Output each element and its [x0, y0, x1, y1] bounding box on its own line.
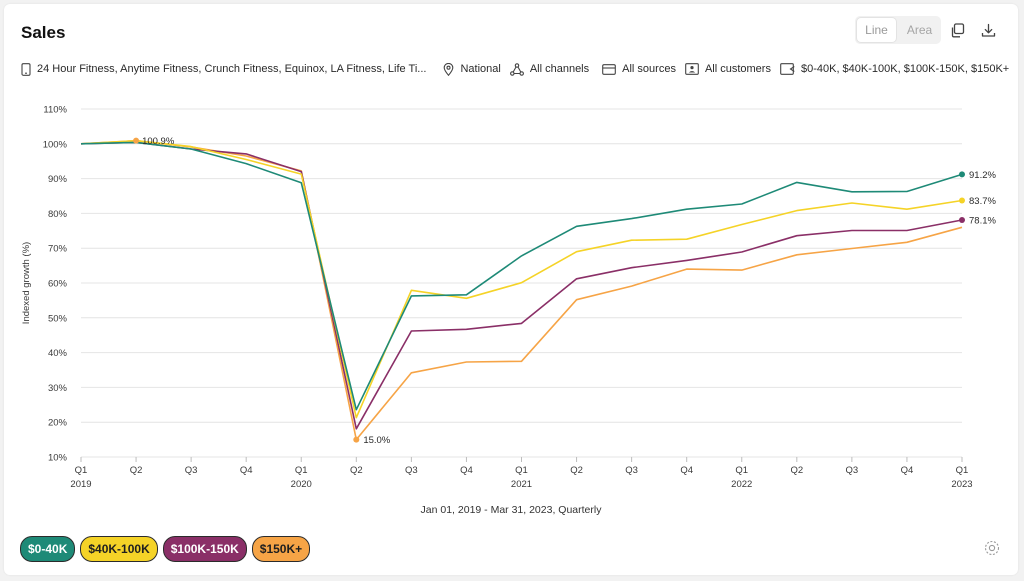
legend-chip[interactable]: $100K-150K	[162, 536, 247, 562]
x-tick-label: Q1	[735, 465, 748, 476]
loading-icon	[984, 540, 1000, 561]
y-tick-label: 60%	[48, 279, 68, 290]
income-filter-label: $0-40K, $40K-100K, $100K-150K, $150K+	[800, 63, 1010, 75]
channels-filter[interactable]: All channels	[509, 62, 590, 76]
geography-filter[interactable]: National	[443, 62, 501, 76]
legend-chip[interactable]: $0-40K	[20, 536, 76, 562]
x-year-label: 2022	[731, 479, 752, 490]
sales-line-chart: 10% 20% 30% 40% 50% 60% 70% 80% 90% 100% 110% Q1 201…	[21, 105, 996, 491]
customers-filter[interactable]: All customers	[685, 63, 771, 75]
legend-chip[interactable]: $40K-100K	[80, 536, 158, 562]
annotation-label: 100.9%	[142, 136, 175, 147]
series-line-3	[80, 141, 963, 430]
sources-filter-label: All sources	[622, 63, 676, 75]
y-tick-label: 30%	[48, 383, 68, 394]
y-tick-label: 100%	[43, 139, 68, 150]
x-year-label: 2023	[951, 479, 972, 490]
x-year-label: 2019	[70, 479, 91, 490]
x-tick-label: Q4	[680, 465, 693, 476]
x-tick-label: Q4	[240, 465, 253, 476]
y-tick-label: 110%	[43, 105, 67, 116]
page-title: Sales	[21, 23, 66, 42]
y-tick-label: 20%	[48, 418, 68, 429]
y-tick-label: 50%	[48, 313, 68, 324]
brand-filter-label: 24 Hour Fitness, Anytime Fitness, Crunch…	[37, 63, 427, 75]
y-tick-label: 80%	[48, 209, 68, 220]
location-pin-icon	[444, 62, 454, 76]
customer-icon	[685, 63, 699, 75]
phone-icon	[21, 62, 31, 76]
y-tick-label: 40%	[48, 348, 68, 359]
annotation-dot	[959, 197, 965, 204]
card-icon	[602, 63, 616, 75]
y-tick-label: 90%	[48, 174, 68, 185]
y-axis-label: Indexed growth (%)	[21, 242, 32, 324]
x-tick-label: Q3	[185, 465, 198, 476]
filter-bar: 24 Hour Fitness, Anytime Fitness, Crunch…	[21, 60, 1018, 78]
x-tick-label: Q1	[75, 465, 88, 476]
chart-type-toggle: Line Area	[855, 16, 941, 44]
annotation-dot	[959, 171, 965, 178]
series-line-2	[80, 139, 963, 419]
brand-filter[interactable]: 24 Hour Fitness, Anytime Fitness, Crunch…	[21, 62, 427, 76]
annotation-label: 83.7%	[969, 196, 996, 207]
copy-icon[interactable]	[948, 21, 966, 39]
income-filter[interactable]: $0-40K, $40K-100K, $100K-150K, $150K+	[780, 63, 1009, 75]
x-tick-label: Q2	[790, 465, 803, 476]
legend: $0-40K $40K-100K $100K-150K $150K+	[20, 536, 311, 562]
date-range-label: Jan 01, 2019 - Mar 31, 2023, Quarterly	[420, 504, 602, 516]
x-year-label: 2020	[291, 479, 312, 490]
x-tick-label: Q2	[350, 465, 363, 476]
sales-card: Sales Line Area 24 Hour Fitness, Anytime…	[4, 4, 1018, 575]
annotation-dot	[133, 137, 140, 144]
y-tick-label: 70%	[48, 244, 68, 255]
download-icon[interactable]	[979, 21, 997, 39]
x-tick-label: Q3	[405, 465, 418, 476]
x-tick-label: Q4	[901, 465, 914, 476]
x-tick-label: Q2	[570, 465, 583, 476]
x-tick-label: Q3	[625, 465, 638, 476]
x-tick-label: Q2	[130, 465, 143, 476]
x-tick-label: Q1	[515, 465, 528, 476]
channels-filter-label: All channels	[529, 63, 590, 75]
network-icon	[509, 62, 524, 76]
series-line-1	[80, 141, 963, 411]
y-tick-label: 10%	[48, 453, 68, 464]
annotation-dot	[353, 436, 360, 443]
x-tick-label: Q3	[846, 465, 859, 476]
annotation-label: 78.1%	[969, 216, 996, 227]
sources-filter[interactable]: All sources	[602, 63, 676, 75]
annotation-label: 15.0%	[363, 435, 390, 446]
series-line-4	[80, 139, 963, 441]
wallet-icon	[780, 63, 795, 75]
area-toggle-button[interactable]: Area	[906, 23, 933, 37]
x-tick-label: Q1	[295, 465, 308, 476]
x-year-label: 2021	[511, 479, 532, 490]
x-tick-label: Q1	[956, 465, 969, 476]
legend-chip[interactable]: $150K+	[251, 536, 311, 562]
x-tick-label: Q4	[460, 465, 473, 476]
line-toggle-button[interactable]: Line	[857, 18, 896, 42]
geography-filter-label: National	[460, 63, 501, 75]
annotation-dot	[959, 217, 965, 224]
annotation-label: 91.2%	[969, 170, 996, 181]
customers-filter-label: All customers	[704, 63, 771, 75]
